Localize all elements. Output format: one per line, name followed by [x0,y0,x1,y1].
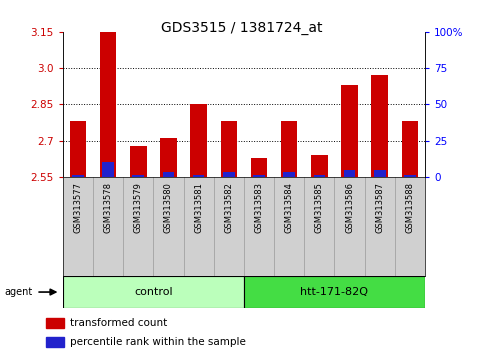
Bar [63,276,244,308]
Bar [284,172,295,177]
Bar [70,121,86,177]
Text: GSM313581: GSM313581 [194,182,203,233]
Bar [190,104,207,177]
Bar [404,175,416,177]
Bar [402,121,418,177]
Text: GDS3515 / 1381724_at: GDS3515 / 1381724_at [161,21,322,35]
Text: GSM313584: GSM313584 [284,182,294,233]
Text: GSM313587: GSM313587 [375,182,384,233]
Bar [100,24,116,177]
Text: GSM313585: GSM313585 [315,182,324,233]
Bar [102,162,114,177]
Bar [221,121,237,177]
Bar [46,337,64,347]
Text: transformed count: transformed count [70,318,167,328]
Bar [193,175,204,177]
Text: htt-171-82Q: htt-171-82Q [300,287,369,297]
Bar [244,276,425,308]
Bar [253,175,265,177]
Bar [371,75,388,177]
Bar [160,138,177,177]
Bar [344,170,355,177]
Bar [251,158,267,177]
Bar [130,145,146,177]
Text: agent: agent [5,287,33,297]
Bar [223,172,235,177]
Bar [132,175,144,177]
Bar [72,175,84,177]
Text: GSM313579: GSM313579 [134,182,143,233]
Bar [281,121,298,177]
Bar [311,155,327,177]
Text: GSM313577: GSM313577 [73,182,83,233]
Text: GSM313588: GSM313588 [405,182,414,233]
Text: percentile rank within the sample: percentile rank within the sample [70,337,245,347]
Bar [46,318,64,328]
Bar [374,170,385,177]
Bar [313,175,325,177]
Text: GSM313578: GSM313578 [103,182,113,233]
Text: GSM313582: GSM313582 [224,182,233,233]
Bar [163,172,174,177]
Text: control: control [134,287,172,297]
Text: GSM313580: GSM313580 [164,182,173,233]
Text: GSM313586: GSM313586 [345,182,354,233]
Bar [341,85,358,177]
Text: GSM313583: GSM313583 [255,182,264,233]
